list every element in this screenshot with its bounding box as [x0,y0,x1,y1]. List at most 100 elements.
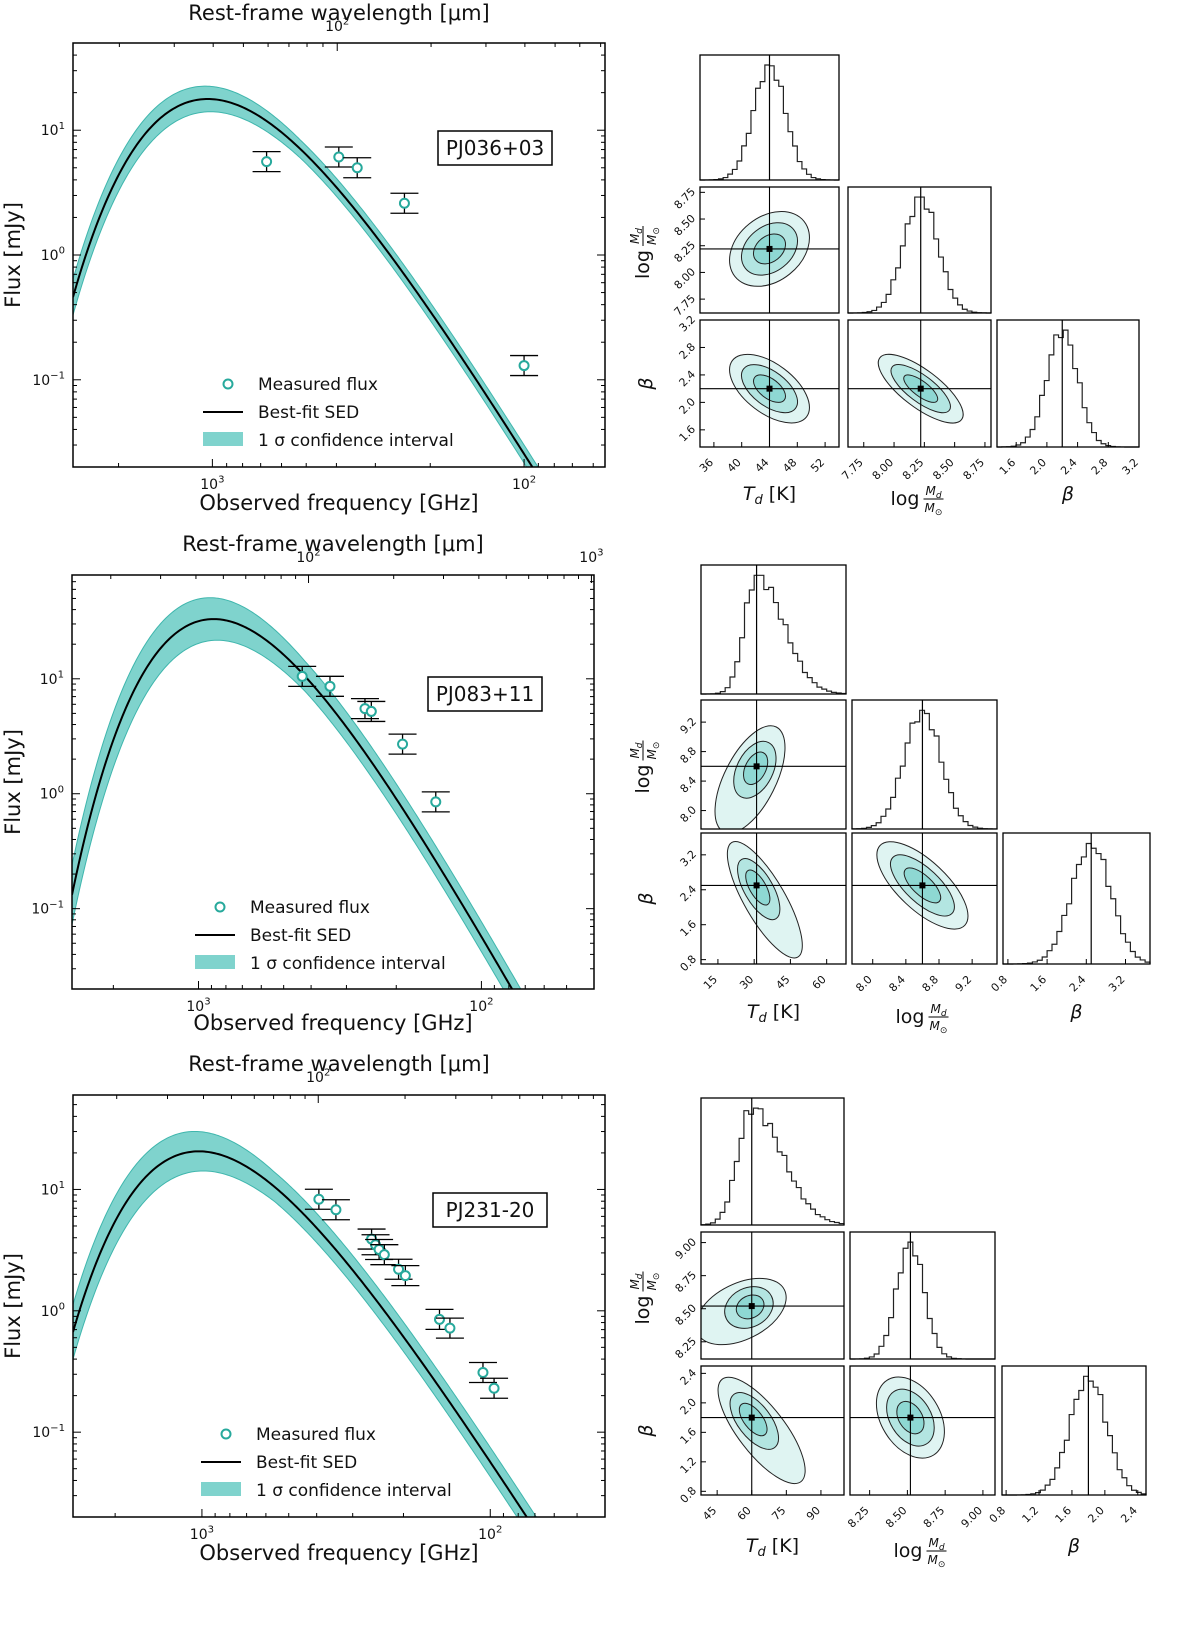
symbol: M [925,484,936,498]
best-fit-sed-line [73,1150,528,1517]
cell-frame [849,1365,996,1496]
symbol: M [628,1279,642,1290]
histogram-steps [851,709,998,830]
subscript: d [936,491,942,501]
x-tick-label: 2.4 [1067,973,1089,995]
tick-base: 10 [478,1527,496,1543]
cell-frame [996,319,1140,448]
legend-label-bestfit: Best-fit SED [258,403,359,423]
y-tick-label: 10−1 [32,1423,65,1441]
tick-exponent: −1 [50,370,65,381]
best-fit-point [753,763,760,770]
x-axis-label: Observed frequency [GHz] [193,1011,472,1035]
tick-exponent: 2 [487,997,493,1008]
x-tick-label: 8.50 [883,1504,910,1531]
unit: [K] [766,1535,799,1557]
cell-frame [847,186,992,314]
best-fit-point [766,385,773,392]
cell-frame [1002,832,1151,965]
tick-exponent: 2 [343,17,349,28]
joint-posterior-1-0 [700,1231,845,1360]
tick-base: 10 [40,672,58,688]
x-tick-label: 3.2 [1106,973,1128,995]
data-point [288,665,317,688]
y-tick-label: 101 [40,669,64,687]
y-axis-label: Flux [mJy] [1,729,25,835]
top-axis-label: Rest-frame wavelength [μm] [182,532,483,556]
tick-base: 10 [40,787,58,803]
subscript: ⊙ [935,508,943,518]
data-point [324,146,353,168]
y-tick-label: 8.4 [678,774,700,796]
x-tick-label: 45 [700,1504,719,1523]
subscript: ⊙ [652,227,662,235]
y-tick-label: 8.75 [673,1269,700,1296]
axes-frame [72,1094,606,1518]
cell-frame [699,54,840,181]
joint-posterior-2-1 [851,832,998,965]
best-fit-point [766,245,773,252]
tick-exponent: 2 [496,1525,502,1536]
log-label: log [632,250,654,279]
histogram-steps [996,329,1140,448]
measured-flux-marker [398,197,410,209]
tick-base: 10 [296,550,314,566]
subscript: d [635,1273,645,1279]
x-tick-label: 9.2 [953,973,975,995]
best-fit-point [753,882,760,889]
best-fit-point [907,1414,914,1421]
x-tick-label: 1.6 [1028,973,1050,995]
subscript: d [755,493,764,508]
fraction-numerator: Md [928,1536,944,1553]
joint-posterior-2-0 [700,1365,845,1496]
measured-flux-marker [393,1263,405,1275]
x-tick-label: 8.50 [930,456,957,483]
cell-frame [851,832,998,965]
x-tick-label: 30 [737,973,756,992]
posterior-histogram-2 [1001,1365,1147,1496]
x-tick-label: 103 [200,475,224,493]
x-tick-label: 102 [478,1525,502,1543]
tick-base: 10 [512,477,530,493]
y-tick-label: 100 [41,1302,65,1320]
posterior-histogram-1 [851,699,998,830]
x-tick-label: 0.8 [988,973,1010,995]
unit: [K] [763,483,796,505]
subscript: d [939,1543,945,1553]
y-tick-label: 1.2 [678,1455,700,1477]
cell-frame [700,699,847,830]
measured-flux-marker [444,1322,456,1334]
tick-exponent: 3 [218,475,224,486]
x-tick-label: 15 [701,973,720,992]
fraction-denominator: M⊙ [645,742,662,760]
measured-flux-marker [378,1249,390,1261]
contours [701,833,846,964]
y-tick-label: 2.4 [678,883,700,905]
source-label-box [437,130,553,166]
legend-label-band: 1 σ confidence interval [250,954,446,974]
legend-swatch-band [195,955,235,969]
source-label: PJ231-20 [446,1198,535,1222]
tick-base: 10 [306,1070,324,1086]
x-axis-label: Observed frequency [GHz] [199,1541,478,1565]
log-label: log [632,1296,654,1325]
log-label: log [894,1540,923,1562]
best-fit-point [917,385,924,392]
log-label: log [632,765,654,794]
y-tick-label: 8.50 [673,1302,700,1329]
x-tick-label: 102 [469,997,493,1015]
fraction-numerator: Md [925,484,941,501]
tick-exponent: 1 [58,669,64,680]
x-tick-label: 60 [735,1504,754,1523]
fraction-denominator: M⊙ [928,1553,946,1570]
tick-exponent: 3 [208,1525,214,1536]
x-label-temperature: Td [K] [743,483,796,508]
cell-frame [849,1231,996,1360]
x-label-temperature: Td [K] [747,1001,800,1026]
fraction-denominator: M⊙ [645,1273,662,1291]
tick-base: 10 [200,477,218,493]
x-tick-label: 1.6 [1052,1504,1074,1526]
